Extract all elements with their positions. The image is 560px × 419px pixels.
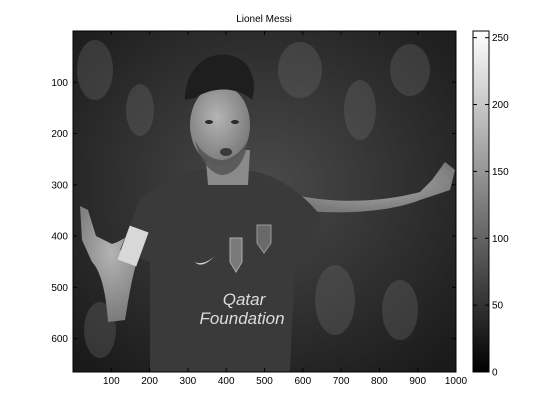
colorbar-tick-label: 0	[492, 368, 498, 379]
sleeve-patch	[117, 225, 149, 267]
x-tick-label: 100	[103, 376, 120, 387]
right-arm	[300, 162, 455, 213]
colorbar-tick-label: 50	[492, 301, 504, 312]
y-tick-label: 200	[51, 129, 68, 140]
club-crest	[256, 224, 272, 254]
hair	[185, 54, 254, 100]
x-tick-label: 800	[371, 376, 388, 387]
x-tick-label: 700	[333, 376, 350, 387]
jersey-text-line2: Foundation	[199, 309, 284, 328]
y-tick-label: 300	[51, 180, 68, 191]
x-tick-label: 200	[141, 376, 158, 387]
mouth	[220, 148, 232, 156]
y-tick-label: 400	[51, 232, 68, 243]
eye	[205, 120, 213, 124]
colorbar	[472, 30, 490, 373]
y-tick-label: 500	[51, 283, 68, 294]
beard	[195, 140, 248, 175]
x-tick-label: 600	[294, 376, 311, 387]
y-tick-label: 100	[51, 78, 68, 89]
x-axis: 100 200 300 400 500 600 700 800 900 1000	[103, 31, 468, 387]
league-badge	[229, 237, 243, 273]
x-tick-label: 1000	[445, 376, 468, 387]
x-tick-label: 300	[180, 376, 197, 387]
face	[190, 85, 250, 165]
jersey	[120, 168, 320, 372]
y-tick-label: 600	[51, 334, 68, 345]
colorbar-tick-label: 150	[492, 167, 509, 178]
x-tick-label: 900	[409, 376, 426, 387]
jersey-text-line1: Qatar	[223, 290, 267, 309]
x-tick-label: 400	[218, 376, 235, 387]
colorbar-tick-label: 200	[492, 100, 509, 111]
y-axis: 100 200 300 400 500 600	[51, 78, 456, 345]
image-plot: Qatar Foundation	[73, 31, 456, 372]
crowd-background	[77, 40, 430, 358]
colorbar-axis: 0 50 100 150 200 250	[473, 33, 509, 379]
chart-title: Lionel Messi	[236, 14, 292, 25]
colorbar-tick-label: 250	[492, 33, 509, 44]
eye	[231, 120, 239, 124]
x-tick-label: 500	[256, 376, 273, 387]
swoosh-logo	[195, 256, 215, 265]
colorbar-tick-label: 100	[492, 234, 509, 245]
